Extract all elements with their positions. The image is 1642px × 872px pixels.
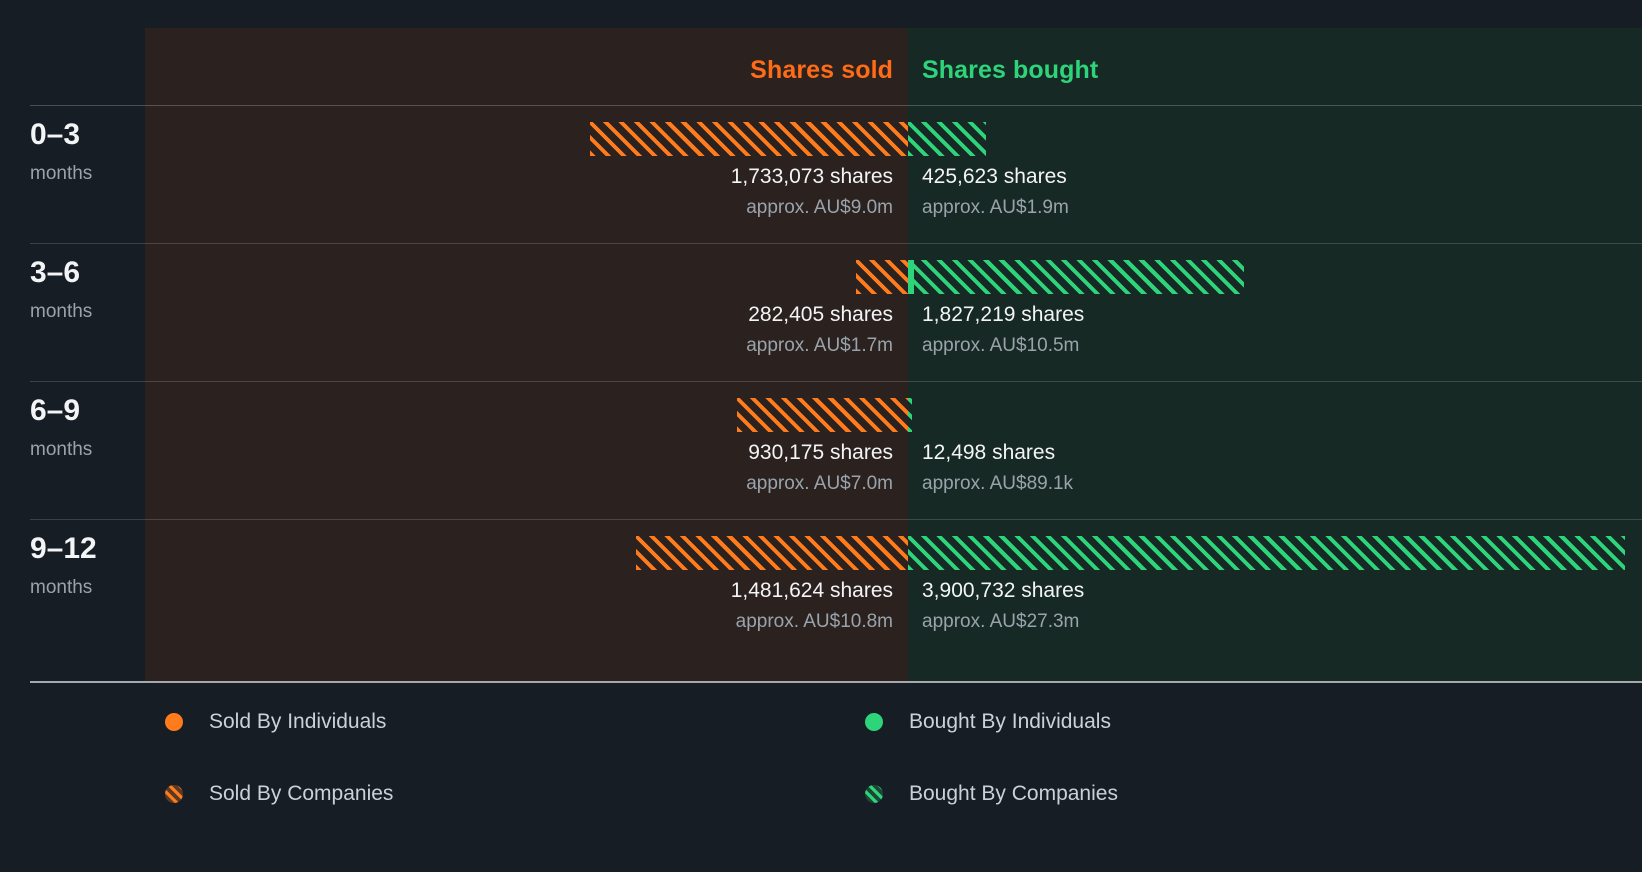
sold-values: 1,733,073 shares approx. AU$9.0m — [145, 161, 893, 222]
legend-label: Bought By Companies — [909, 782, 1118, 805]
bought-values: 12,498 shares approx. AU$89.1k — [922, 437, 1073, 498]
shares-sold-header-label: Shares sold — [750, 55, 893, 84]
table-row: 6–9 months 930,175 shares approx. AU$7.0… — [0, 381, 1642, 526]
shares-bought-header-label: Shares bought — [922, 55, 1099, 84]
row-period-unit: months — [30, 300, 93, 322]
chart-legend: Sold By Individuals Bought By Individual… — [0, 700, 1642, 872]
sold-bar-track — [145, 536, 908, 570]
legend-label: Sold By Individuals — [209, 710, 387, 733]
bought-values: 1,827,219 shares approx. AU$10.5m — [922, 299, 1084, 360]
bought-approx-value: approx. AU$1.9m — [922, 196, 1069, 218]
shares-bought-header: Shares bought — [922, 50, 1098, 90]
row-divider — [30, 519, 1642, 520]
bought-approx-value: approx. AU$89.1k — [922, 472, 1074, 494]
row-period-unit: months — [30, 162, 93, 184]
sold-shares-value: 282,405 shares — [748, 303, 893, 326]
sold-values: 930,175 shares approx. AU$7.0m — [145, 437, 893, 498]
bought-bar — [908, 398, 912, 432]
bought-approx-value: approx. AU$27.3m — [922, 610, 1080, 632]
row-divider — [30, 381, 1642, 382]
sold-approx-value: approx. AU$1.7m — [746, 334, 893, 356]
sold-shares-value: 1,481,624 shares — [730, 579, 893, 602]
legend-item-sold-by-companies[interactable]: Sold By Companies — [165, 782, 393, 806]
row-divider — [30, 243, 1642, 244]
sold-bar-track — [145, 122, 908, 156]
sold-bar — [856, 260, 908, 294]
row-period-label: 3–6 months — [30, 257, 140, 323]
sold-bar-track — [145, 398, 908, 432]
bought-bar-track — [908, 536, 1642, 570]
sold-bar-track — [145, 260, 908, 294]
legend-item-sold-by-individuals[interactable]: Sold By Individuals — [165, 710, 386, 734]
bought-values: 3,900,732 shares approx. AU$27.3m — [922, 575, 1084, 636]
row-period-range: 0–3 — [30, 118, 81, 151]
row-period-label: 6–9 months — [30, 395, 140, 461]
legend-marker-solid-circle-icon — [865, 713, 883, 731]
bought-shares-value: 12,498 shares — [922, 441, 1056, 464]
sold-bar — [636, 536, 908, 570]
legend-item-bought-by-companies[interactable]: Bought By Companies — [865, 782, 1118, 806]
bought-values: 425,623 shares approx. AU$1.9m — [922, 161, 1069, 222]
sold-approx-value: approx. AU$10.8m — [735, 610, 893, 632]
bought-bar-track — [908, 122, 1642, 156]
row-period-unit: months — [30, 576, 93, 598]
sold-bar — [590, 122, 908, 156]
bought-bar — [908, 260, 1244, 294]
row-period-label: 9–12 months — [30, 533, 140, 599]
table-row: 9–12 months 1,481,624 shares approx. AU$… — [0, 519, 1642, 664]
legend-label: Sold By Companies — [209, 782, 394, 805]
sold-values: 1,481,624 shares approx. AU$10.8m — [145, 575, 893, 636]
bought-bar — [908, 536, 1625, 570]
sold-approx-value: approx. AU$7.0m — [746, 472, 893, 494]
sold-bar — [737, 398, 908, 432]
axis-baseline — [30, 681, 1642, 683]
row-period-range: 3–6 — [30, 256, 81, 289]
legend-item-bought-by-individuals[interactable]: Bought By Individuals — [865, 710, 1111, 734]
shares-sold-header: Shares sold — [145, 50, 893, 90]
bought-column-background — [908, 28, 1642, 681]
sold-values: 282,405 shares approx. AU$1.7m — [145, 299, 893, 360]
row-period-range: 6–9 — [30, 394, 81, 427]
table-row: 3–6 months 282,405 shares approx. AU$1.7… — [0, 243, 1642, 388]
bought-bar-track — [908, 260, 1642, 294]
table-row: 0–3 months 1,733,073 shares approx. AU$9… — [0, 105, 1642, 250]
bought-shares-value: 425,623 shares — [922, 165, 1067, 188]
row-period-label: 0–3 months — [30, 119, 140, 185]
bought-shares-value: 3,900,732 shares — [922, 579, 1085, 602]
bought-approx-value: approx. AU$10.5m — [922, 334, 1080, 356]
legend-marker-hatched-circle-icon — [865, 785, 883, 803]
legend-marker-solid-circle-icon — [165, 713, 183, 731]
row-divider — [30, 105, 1642, 106]
legend-label: Bought By Individuals — [909, 710, 1111, 733]
row-period-unit: months — [30, 438, 93, 460]
bought-bar — [908, 122, 986, 156]
bought-shares-value: 1,827,219 shares — [922, 303, 1085, 326]
sold-shares-value: 1,733,073 shares — [730, 165, 893, 188]
sold-approx-value: approx. AU$9.0m — [746, 196, 893, 218]
legend-marker-hatched-circle-icon — [165, 785, 183, 803]
sold-shares-value: 930,175 shares — [748, 441, 893, 464]
bought-bar-track — [908, 398, 1642, 432]
row-period-range: 9–12 — [30, 532, 97, 565]
